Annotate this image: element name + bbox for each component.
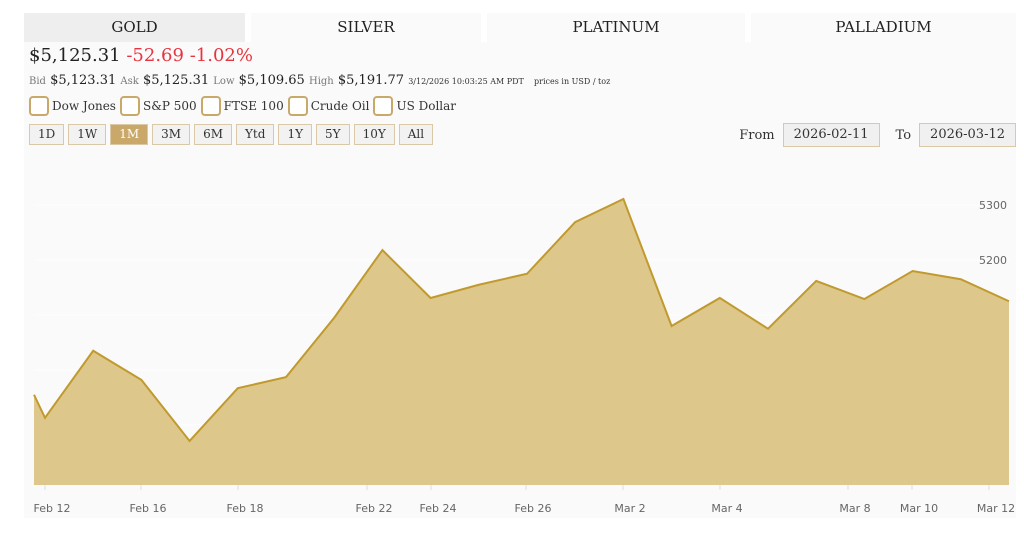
range-button-all[interactable]: All xyxy=(398,124,434,145)
date-range: From 2026-02-11 To 2026-03-12 xyxy=(739,123,1016,147)
low-label: Low xyxy=(213,76,235,87)
checkbox[interactable] xyxy=(287,96,308,116)
compare-label: FTSE 100 xyxy=(223,99,284,113)
x-tick-label: Mar 12 xyxy=(977,502,1015,515)
checkbox[interactable] xyxy=(373,96,394,116)
x-tick-label: Feb 16 xyxy=(130,502,167,515)
bid-value: $5,123.31 xyxy=(50,73,117,88)
price-change-pct: -1.02% xyxy=(189,45,253,66)
high-value: $5,191.77 xyxy=(337,73,405,88)
checkbox[interactable] xyxy=(29,96,49,116)
x-tick-label: Feb 26 xyxy=(515,502,552,515)
from-label: From xyxy=(739,127,775,143)
compare-ftse100[interactable]: FTSE 100 xyxy=(200,96,284,116)
range-button-ytd[interactable]: Ytd xyxy=(236,124,275,145)
range-button-1d[interactable]: 1D xyxy=(29,124,65,145)
compare-options: Dow Jones S&P 500 FTSE 100 Crude Oil US … xyxy=(29,96,456,116)
ask-value: $5,125.31 xyxy=(142,73,210,88)
x-tick-label: Mar 8 xyxy=(839,502,870,515)
range-button-3m[interactable]: 3M xyxy=(152,124,191,145)
range-buttons: 1D 1W 1M 3M 6M Ytd 1Y 5Y 10Y All xyxy=(29,124,434,145)
tab-palladium[interactable]: PALLADIUM xyxy=(751,13,1016,42)
tab-platinum[interactable]: PLATINUM xyxy=(487,13,745,42)
range-button-5y[interactable]: 5Y xyxy=(316,124,350,145)
quote-stats: Bid $5,123.31 Ask $5,125.31 Low $5,109.6… xyxy=(29,73,610,88)
range-button-1m[interactable]: 1M xyxy=(110,124,149,145)
price-line: $5,125.31 -52.69 -1.02% xyxy=(29,45,253,66)
range-button-6m[interactable]: 6M xyxy=(194,124,232,145)
to-label: To xyxy=(895,127,912,143)
metal-tabs: GOLD SILVER PLATINUM PALLADIUM xyxy=(24,13,1016,42)
x-tick-label: Feb 18 xyxy=(227,502,264,515)
x-tick-label: Mar 4 xyxy=(711,502,742,515)
compare-dow-jones[interactable]: Dow Jones xyxy=(29,96,116,116)
price-line xyxy=(33,197,1010,443)
range-button-1w[interactable]: 1W xyxy=(68,124,107,145)
bid-label: Bid xyxy=(29,76,46,87)
checkbox[interactable] xyxy=(119,96,140,116)
compare-sp500[interactable]: S&P 500 xyxy=(119,96,197,116)
x-tick-label: Mar 10 xyxy=(900,502,938,515)
x-tick-label: Feb 22 xyxy=(356,502,393,515)
x-tick-label: Mar 2 xyxy=(614,502,645,515)
tab-silver[interactable]: SILVER xyxy=(251,13,481,42)
checkbox[interactable] xyxy=(200,96,221,116)
y-tick-label: 5300 xyxy=(979,199,1007,212)
unit-note: prices in USD / toz xyxy=(534,77,611,86)
range-button-1y[interactable]: 1Y xyxy=(278,124,312,145)
range-button-10y[interactable]: 10Y xyxy=(353,124,395,145)
y-tick-label: 5200 xyxy=(979,254,1007,267)
x-tick-label: Feb 12 xyxy=(34,502,71,515)
compare-label: S&P 500 xyxy=(142,99,197,113)
compare-us-dollar[interactable]: US Dollar xyxy=(373,96,456,116)
low-value: $5,109.65 xyxy=(238,73,305,88)
compare-label: US Dollar xyxy=(396,99,457,113)
timestamp: 3/12/2026 10:03:25 AM PDT xyxy=(408,77,524,86)
to-date-input[interactable]: 2026-03-12 xyxy=(919,123,1016,147)
x-tick-label: Feb 24 xyxy=(420,502,457,515)
current-price: $5,125.31 xyxy=(29,45,121,66)
compare-label: Dow Jones xyxy=(52,99,116,113)
ask-label: Ask xyxy=(120,76,139,87)
compare-crude-oil[interactable]: Crude Oil xyxy=(287,96,370,116)
price-change: -52.69 xyxy=(126,45,184,66)
high-label: High xyxy=(308,76,334,87)
tab-gold[interactable]: GOLD xyxy=(24,13,245,42)
area-fill xyxy=(34,198,1009,485)
compare-label: Crude Oil xyxy=(310,99,370,113)
from-date-input[interactable]: 2026-02-11 xyxy=(782,123,880,147)
